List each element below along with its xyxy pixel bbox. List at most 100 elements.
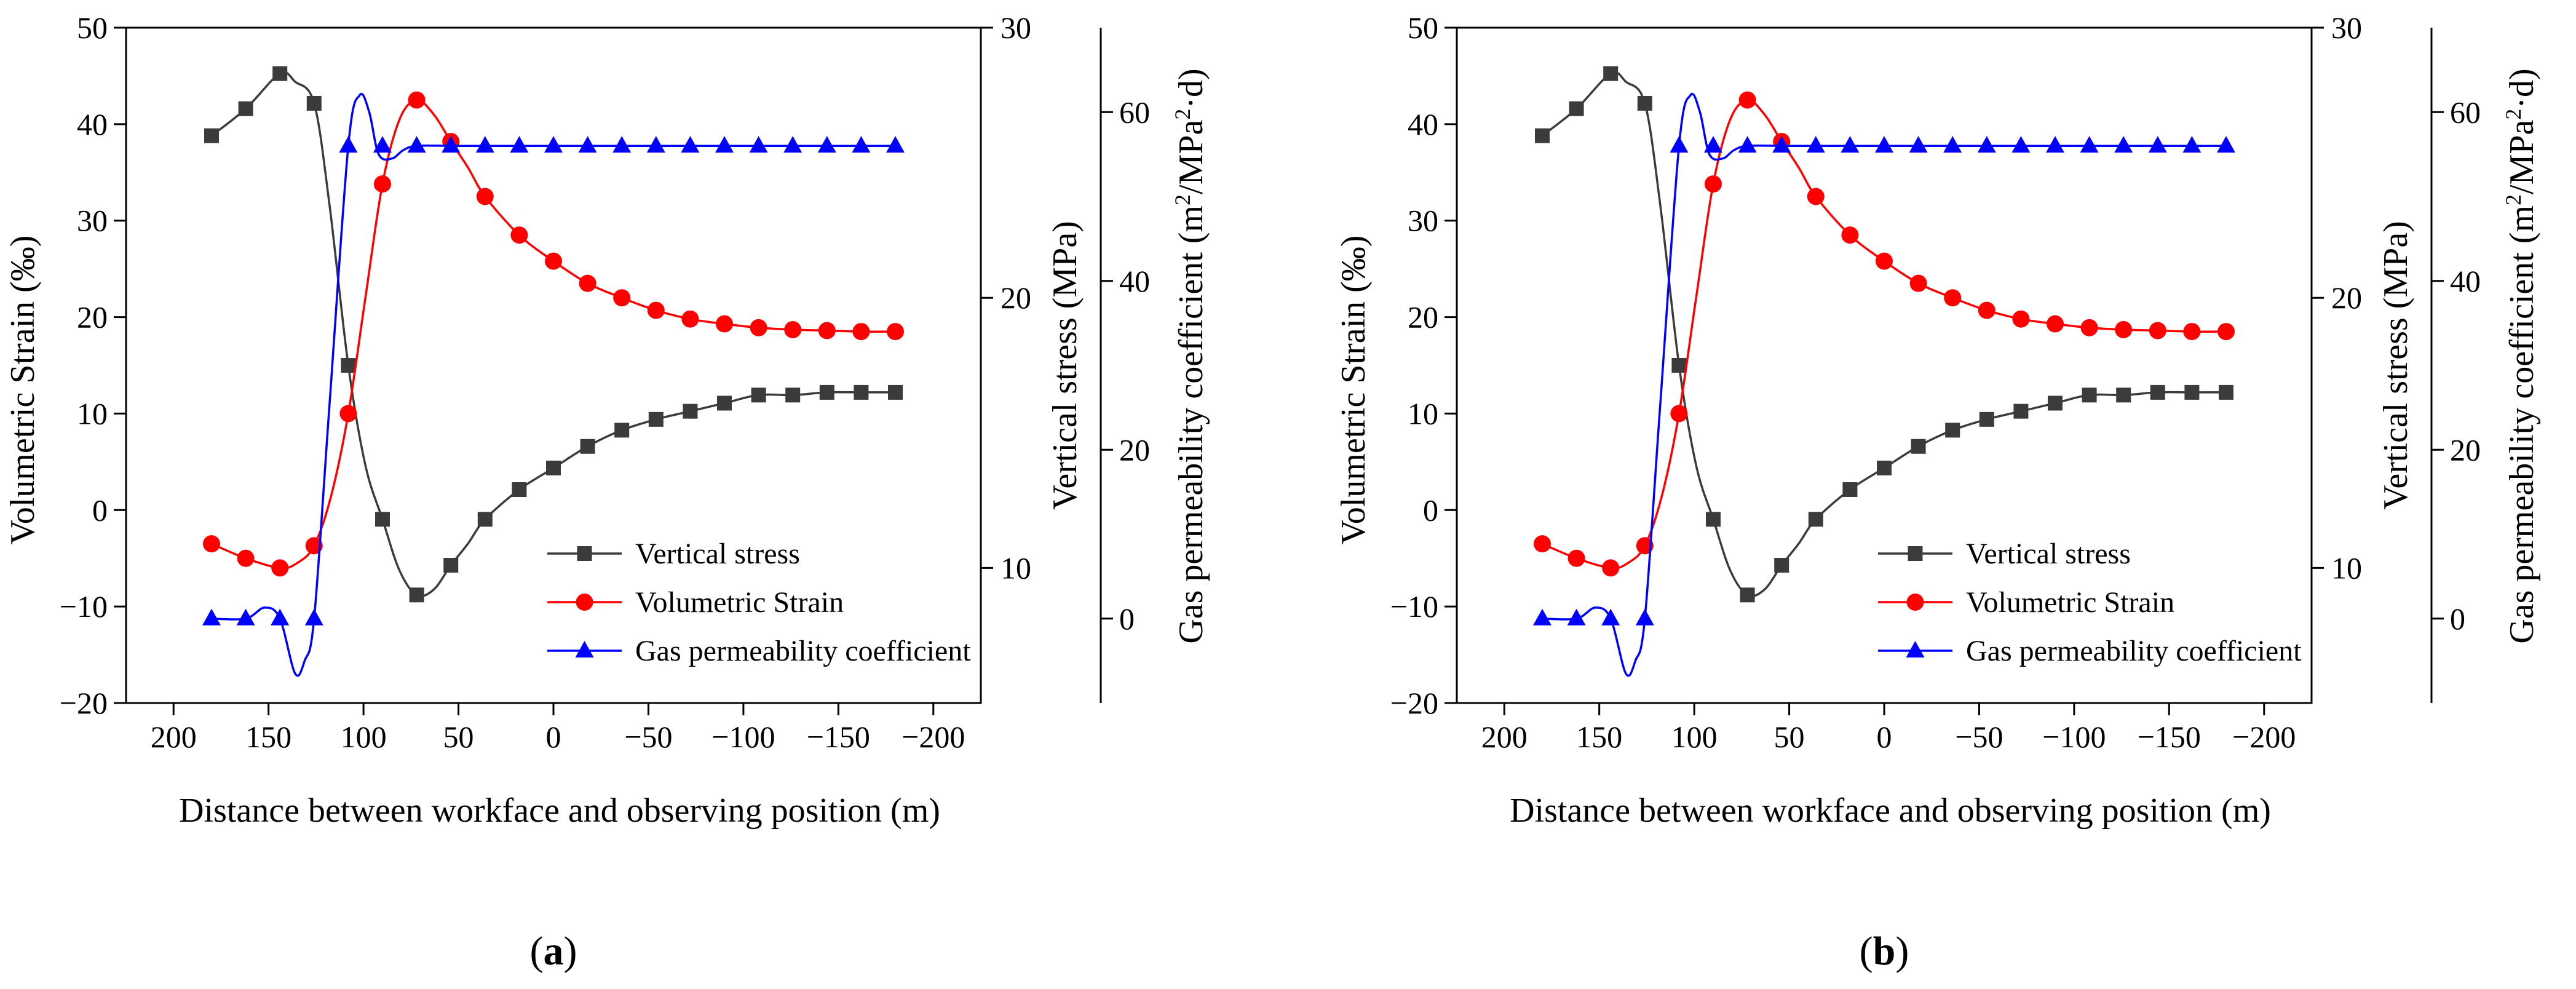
panel-label-open: ( xyxy=(1860,929,1873,974)
data-point-circle xyxy=(2047,315,2064,333)
data-point-triangle xyxy=(646,136,665,153)
axis-title-superscript: 2 xyxy=(1170,194,1195,205)
right2-y-tick-label: 40 xyxy=(2450,264,2481,298)
legend-label: Gas permeability coefficient xyxy=(635,635,971,667)
data-point-circle xyxy=(510,226,528,244)
legend-entry: Gas permeability coefficient xyxy=(547,635,971,667)
series-gas-permeability-coefficient xyxy=(202,92,905,677)
legend-label: Gas permeability coefficient xyxy=(1966,635,2302,667)
left-y-tick-label: −20 xyxy=(1390,686,1438,720)
data-point-square xyxy=(1842,482,1858,498)
left-y-tick-label: 30 xyxy=(1408,204,1438,238)
left-y-tick-label: 40 xyxy=(1408,107,1438,141)
data-point-circle xyxy=(2149,322,2166,340)
x-tick-label: 0 xyxy=(546,720,561,754)
data-point-circle xyxy=(408,91,426,109)
data-point-triangle xyxy=(2182,136,2201,153)
x-axis-title: Distance between workface and observing … xyxy=(179,792,940,830)
data-point-triangle xyxy=(2114,136,2133,153)
data-point-triangle xyxy=(1533,608,1552,626)
data-point-square xyxy=(306,95,322,111)
data-point-square xyxy=(375,512,390,527)
right2-y-tick-label: 20 xyxy=(1119,432,1150,467)
left-y-tick-label: 30 xyxy=(77,204,108,238)
data-point-square xyxy=(546,460,561,475)
data-point-circle xyxy=(852,323,870,341)
left-y-axis-title: Volumetric Strain (‰) xyxy=(1334,236,1373,545)
legend-marker-square xyxy=(577,546,592,561)
axis-title-superscript: 2 xyxy=(2501,109,2526,120)
panel-label-close: ) xyxy=(564,929,577,974)
data-point-square xyxy=(785,387,801,403)
legend-label: Volumetric Strain xyxy=(635,586,844,619)
data-point-square xyxy=(1706,512,1721,527)
data-point-square xyxy=(409,587,424,603)
data-point-triangle xyxy=(1635,608,1654,626)
data-point-square xyxy=(648,411,664,427)
series-volumetric-strain xyxy=(1534,91,2235,577)
data-point-triangle xyxy=(2046,136,2064,153)
x-tick-label: 200 xyxy=(1481,720,1528,754)
x-axis-title: Distance between workface and observing … xyxy=(1510,792,2271,830)
data-point-circle xyxy=(2217,323,2235,341)
legend-entry: Vertical stress xyxy=(1878,538,2131,570)
axis-title-part: Gas permeability coefficient (m xyxy=(2503,205,2541,644)
data-point-circle xyxy=(1534,535,1551,553)
data-point-triangle xyxy=(578,136,597,153)
x-tick-label: 200 xyxy=(151,720,197,754)
data-point-triangle xyxy=(339,136,358,153)
data-point-square xyxy=(512,482,527,498)
panel-label: (a) xyxy=(530,929,577,974)
data-point-triangle xyxy=(1875,136,1893,153)
data-point-circle xyxy=(2012,310,2030,328)
data-point-circle xyxy=(545,252,562,270)
x-tick-label: 150 xyxy=(245,720,291,754)
data-point-triangle xyxy=(2148,136,2167,153)
panel-label-letter: a xyxy=(544,929,564,974)
legend-marker-circle xyxy=(1906,594,1924,611)
legend-label: Vertical stress xyxy=(1966,538,2131,570)
axis-title-part: /MPa xyxy=(1172,119,1210,194)
right2-y-tick-label: 0 xyxy=(2450,602,2465,636)
data-point-circle xyxy=(203,535,220,553)
data-point-triangle xyxy=(236,608,255,626)
right2-y-tick-label: 40 xyxy=(1119,264,1150,298)
data-point-triangle xyxy=(783,136,803,153)
data-point-square xyxy=(272,66,288,81)
data-point-circle xyxy=(1841,226,1859,244)
data-point-square xyxy=(443,558,459,573)
right1-y-tick-label: 30 xyxy=(1001,10,1031,45)
data-point-triangle xyxy=(681,136,700,153)
data-point-square xyxy=(1911,439,1926,454)
right1-y-tick-label: 30 xyxy=(2331,10,2362,45)
data-point-circle xyxy=(2115,320,2133,338)
data-point-square xyxy=(888,384,903,400)
data-point-circle xyxy=(271,559,289,577)
data-point-square xyxy=(1740,587,1755,603)
panel-label: (b) xyxy=(1860,929,1909,974)
x-tick-label: −200 xyxy=(902,720,965,754)
series-volumetric-strain xyxy=(203,91,904,577)
data-point-triangle xyxy=(373,136,392,153)
right2-y-tick-label: 20 xyxy=(2450,432,2481,467)
right1-y-axis-title: Vertical stress (MPa) xyxy=(1046,221,1084,510)
data-point-triangle xyxy=(544,136,563,153)
data-point-circle xyxy=(681,310,699,328)
x-tick-label: 150 xyxy=(1576,720,1622,754)
data-point-triangle xyxy=(817,136,836,153)
x-tick-label: −200 xyxy=(2232,720,2296,754)
data-point-circle xyxy=(476,188,494,205)
data-point-circle xyxy=(374,175,391,193)
right2-y-axis-title: Gas permeability coefficient (m2/MPa2·d) xyxy=(2501,68,2541,643)
x-tick-label: 0 xyxy=(1877,720,1892,754)
data-point-square xyxy=(2184,384,2200,400)
data-point-triangle xyxy=(1567,608,1586,626)
data-point-circle xyxy=(339,405,357,423)
data-point-circle xyxy=(1909,274,1927,292)
data-point-circle xyxy=(887,323,904,341)
data-point-square xyxy=(238,101,253,116)
data-point-square xyxy=(717,395,732,411)
legend-entry: Vertical stress xyxy=(547,538,800,570)
data-point-square xyxy=(580,439,595,454)
